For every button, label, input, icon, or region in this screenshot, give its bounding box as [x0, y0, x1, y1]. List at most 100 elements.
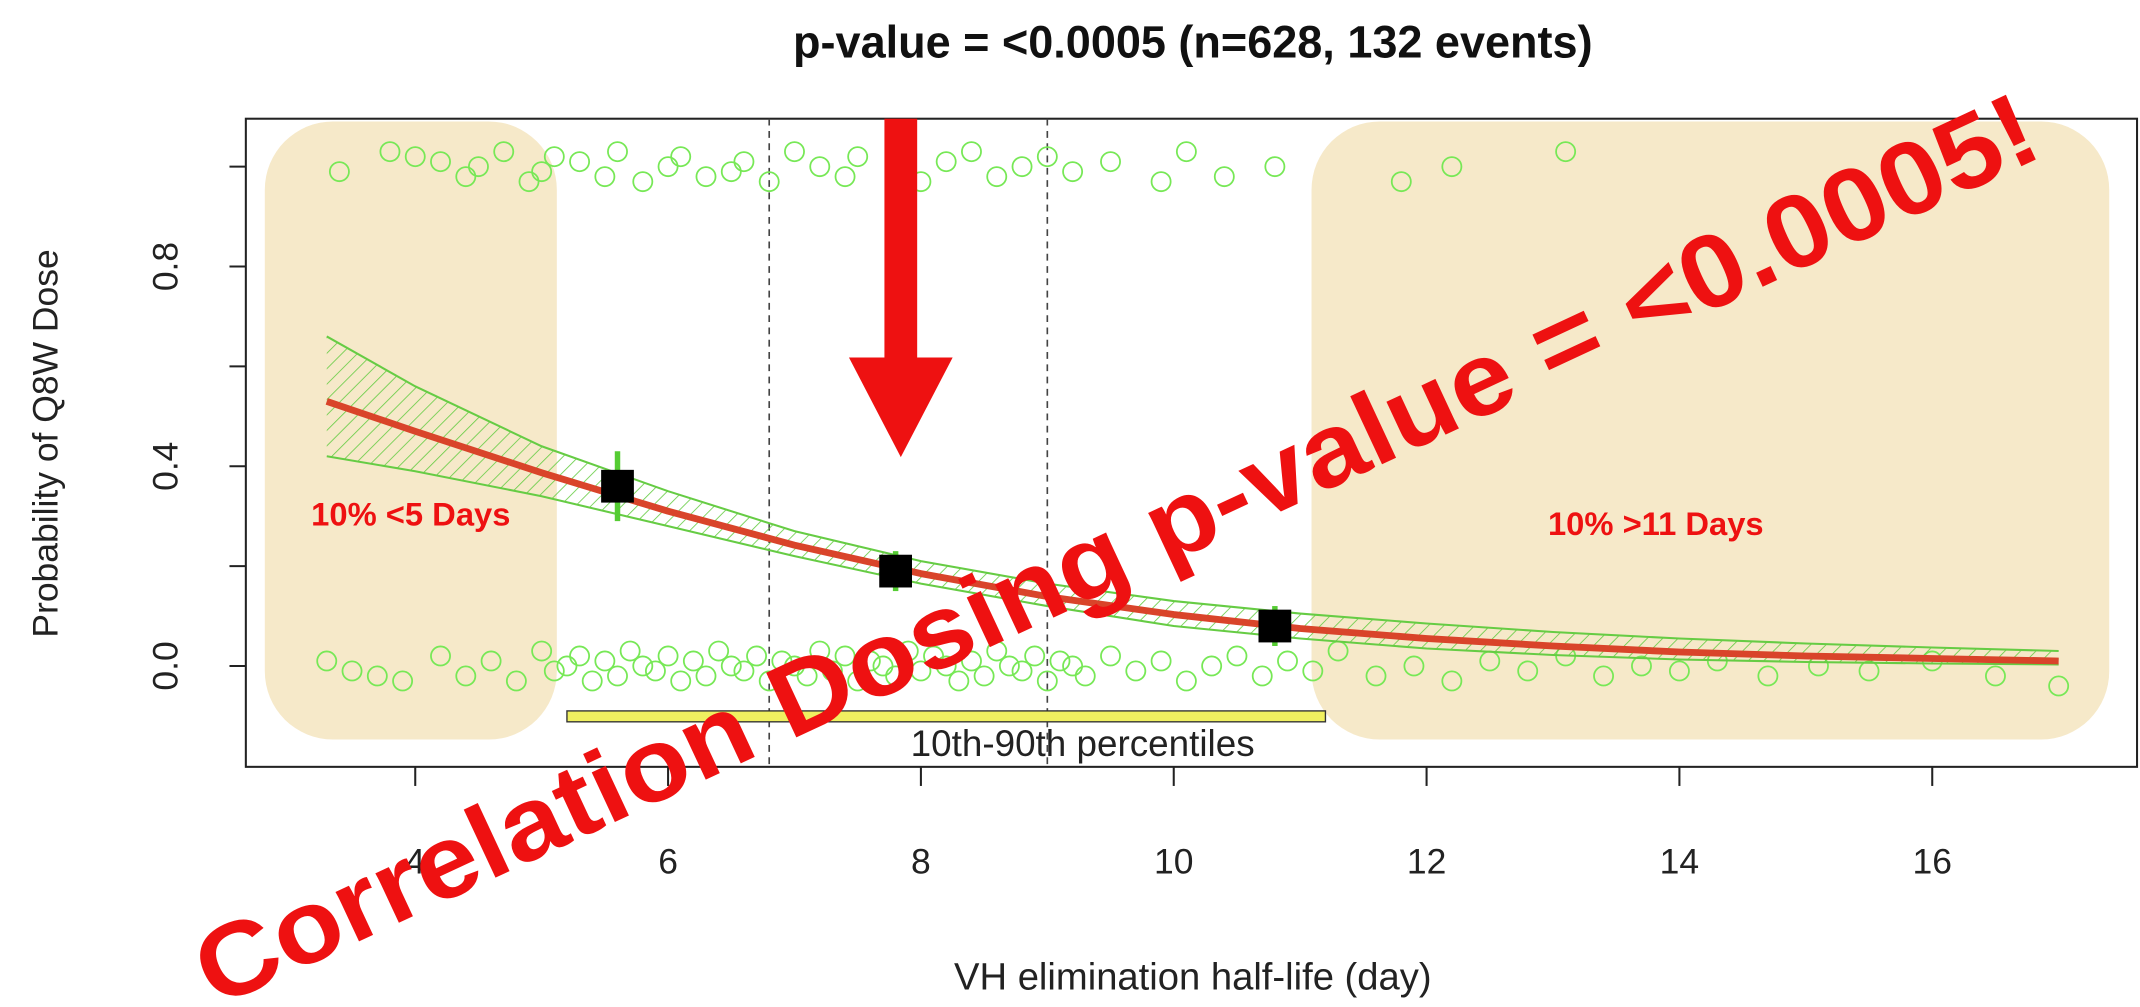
data-point — [986, 166, 1008, 188]
data-point — [607, 665, 628, 687]
data-point — [733, 151, 755, 173]
data-point — [847, 670, 869, 692]
data-point — [670, 670, 692, 692]
data-point — [430, 645, 451, 667]
y-tick-label: 0.0 — [146, 641, 186, 690]
data-point — [1226, 645, 1248, 667]
data-point — [809, 156, 831, 178]
data-point — [935, 655, 957, 677]
data-point — [1277, 650, 1298, 672]
data-point — [1668, 660, 1690, 682]
data-point — [973, 665, 995, 687]
band-edge — [326, 455, 2059, 666]
data-point — [1024, 645, 1046, 667]
data-point — [366, 665, 388, 687]
data-point — [531, 161, 553, 183]
data-point — [1062, 161, 1084, 183]
data-point — [594, 166, 616, 188]
data-point — [1441, 156, 1463, 178]
x-axis-label: VH elimination half-life (day) — [954, 955, 1432, 998]
data-point — [847, 146, 869, 168]
plot-frame — [244, 117, 2139, 768]
data-point — [897, 640, 919, 662]
data-point — [935, 151, 957, 173]
data-point — [859, 650, 881, 672]
data-point — [505, 670, 527, 692]
data-point — [455, 665, 477, 687]
data-point — [758, 670, 780, 692]
data-point — [1036, 670, 1058, 692]
data-point — [1175, 670, 1197, 692]
data-point — [493, 141, 515, 163]
data-point — [670, 146, 692, 168]
y-tick-label: 0.8 — [146, 242, 186, 291]
data-point — [1201, 655, 1223, 677]
data-point — [784, 655, 805, 677]
arrow-shaft — [884, 118, 918, 365]
data-point — [632, 655, 654, 677]
x-tick-label: 6 — [658, 841, 678, 881]
data-point — [998, 655, 1020, 677]
data-point — [657, 645, 679, 667]
data-point — [872, 655, 894, 677]
data-point — [834, 166, 856, 188]
data-point — [746, 645, 768, 667]
x-tick-label: 16 — [1913, 841, 1952, 881]
data-point — [581, 670, 603, 692]
data-point — [543, 660, 565, 682]
data-point — [948, 670, 970, 692]
data-point — [455, 166, 477, 188]
data-point — [1555, 141, 1577, 163]
data-point — [834, 645, 856, 667]
data-point — [1251, 665, 1273, 687]
data-point — [809, 640, 831, 662]
data-point — [1403, 655, 1425, 677]
data-point — [1150, 650, 1172, 672]
confidence-band — [326, 336, 2059, 665]
data-point — [720, 161, 742, 183]
y-tick-label: 0.4 — [146, 442, 186, 491]
data-point — [1100, 151, 1121, 173]
data-point — [2048, 675, 2070, 697]
data-point — [771, 650, 793, 672]
data-point — [518, 171, 540, 193]
data-point — [1175, 141, 1197, 163]
band-edge — [326, 335, 2059, 653]
data-point — [1365, 665, 1387, 687]
data-point — [695, 166, 717, 188]
chart-title: p-value = <0.0005 (n=628, 132 events) — [793, 16, 1593, 67]
data-point — [1441, 670, 1463, 692]
data-point — [923, 645, 944, 667]
data-point — [708, 640, 730, 662]
region-label: 10% >11 Days — [1548, 505, 1764, 542]
data-point — [1036, 146, 1058, 168]
data-point — [480, 650, 502, 672]
data-point — [1985, 665, 2006, 687]
data-point — [758, 171, 780, 193]
group-mean — [1258, 609, 1292, 643]
arrow-head — [848, 357, 953, 458]
data-point — [404, 146, 426, 168]
data-point — [784, 141, 805, 163]
data-point — [821, 660, 843, 682]
data-point — [392, 670, 414, 692]
x-tick-label: 4 — [405, 841, 425, 881]
data-point — [632, 171, 654, 193]
data-point — [1757, 665, 1779, 687]
data-point — [379, 141, 401, 163]
group-mean — [601, 469, 634, 503]
data-point — [657, 156, 679, 178]
data-point — [910, 660, 932, 682]
data-point — [1062, 655, 1084, 677]
x-tick-label: 12 — [1407, 841, 1446, 881]
data-point — [682, 650, 704, 672]
data-point — [644, 660, 666, 682]
data-point — [607, 141, 628, 163]
data-point — [1049, 650, 1071, 672]
data-point — [328, 161, 350, 183]
data-point — [543, 146, 565, 168]
data-point — [1074, 665, 1096, 687]
data-point — [1213, 166, 1235, 188]
